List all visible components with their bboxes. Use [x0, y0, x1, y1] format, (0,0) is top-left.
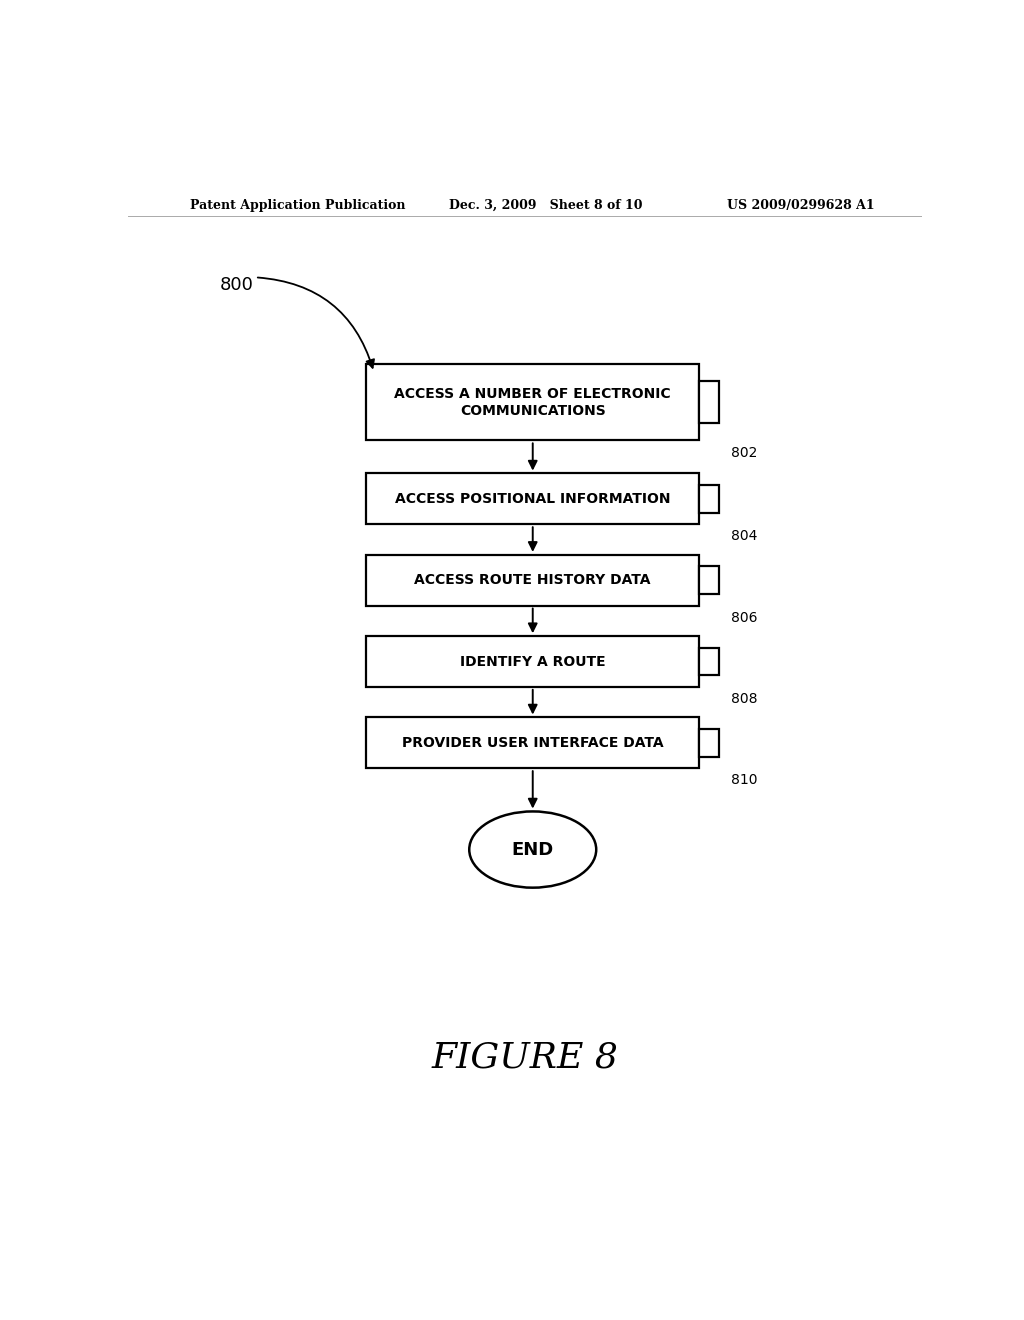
Ellipse shape — [469, 812, 596, 887]
Text: 800: 800 — [219, 276, 253, 294]
Bar — [699, 484, 719, 513]
Text: PROVIDER USER INTERFACE DATA: PROVIDER USER INTERFACE DATA — [402, 735, 664, 750]
Text: 810: 810 — [731, 774, 758, 787]
Text: 802: 802 — [731, 446, 758, 459]
Text: 804: 804 — [731, 529, 758, 544]
Text: Patent Application Publication: Patent Application Publication — [189, 199, 406, 213]
Text: FIGURE 8: FIGURE 8 — [431, 1041, 618, 1074]
Text: ACCESS ROUTE HISTORY DATA: ACCESS ROUTE HISTORY DATA — [415, 573, 651, 587]
Bar — [367, 554, 699, 606]
Text: ACCESS A NUMBER OF ELECTRONIC
COMMUNICATIONS: ACCESS A NUMBER OF ELECTRONIC COMMUNICAT… — [394, 387, 671, 418]
Text: 806: 806 — [731, 611, 758, 624]
Bar — [367, 364, 699, 441]
Text: Dec. 3, 2009   Sheet 8 of 10: Dec. 3, 2009 Sheet 8 of 10 — [450, 199, 643, 213]
Text: IDENTIFY A ROUTE: IDENTIFY A ROUTE — [460, 655, 605, 668]
Text: 808: 808 — [731, 692, 758, 706]
Text: US 2009/0299628 A1: US 2009/0299628 A1 — [727, 199, 874, 213]
Bar — [367, 636, 699, 686]
Text: END: END — [512, 841, 554, 858]
Bar — [699, 381, 719, 424]
Bar — [699, 566, 719, 594]
Bar — [699, 648, 719, 676]
Text: ACCESS POSITIONAL INFORMATION: ACCESS POSITIONAL INFORMATION — [395, 492, 671, 506]
Bar — [367, 474, 699, 524]
Bar — [699, 729, 719, 756]
Bar — [367, 718, 699, 768]
